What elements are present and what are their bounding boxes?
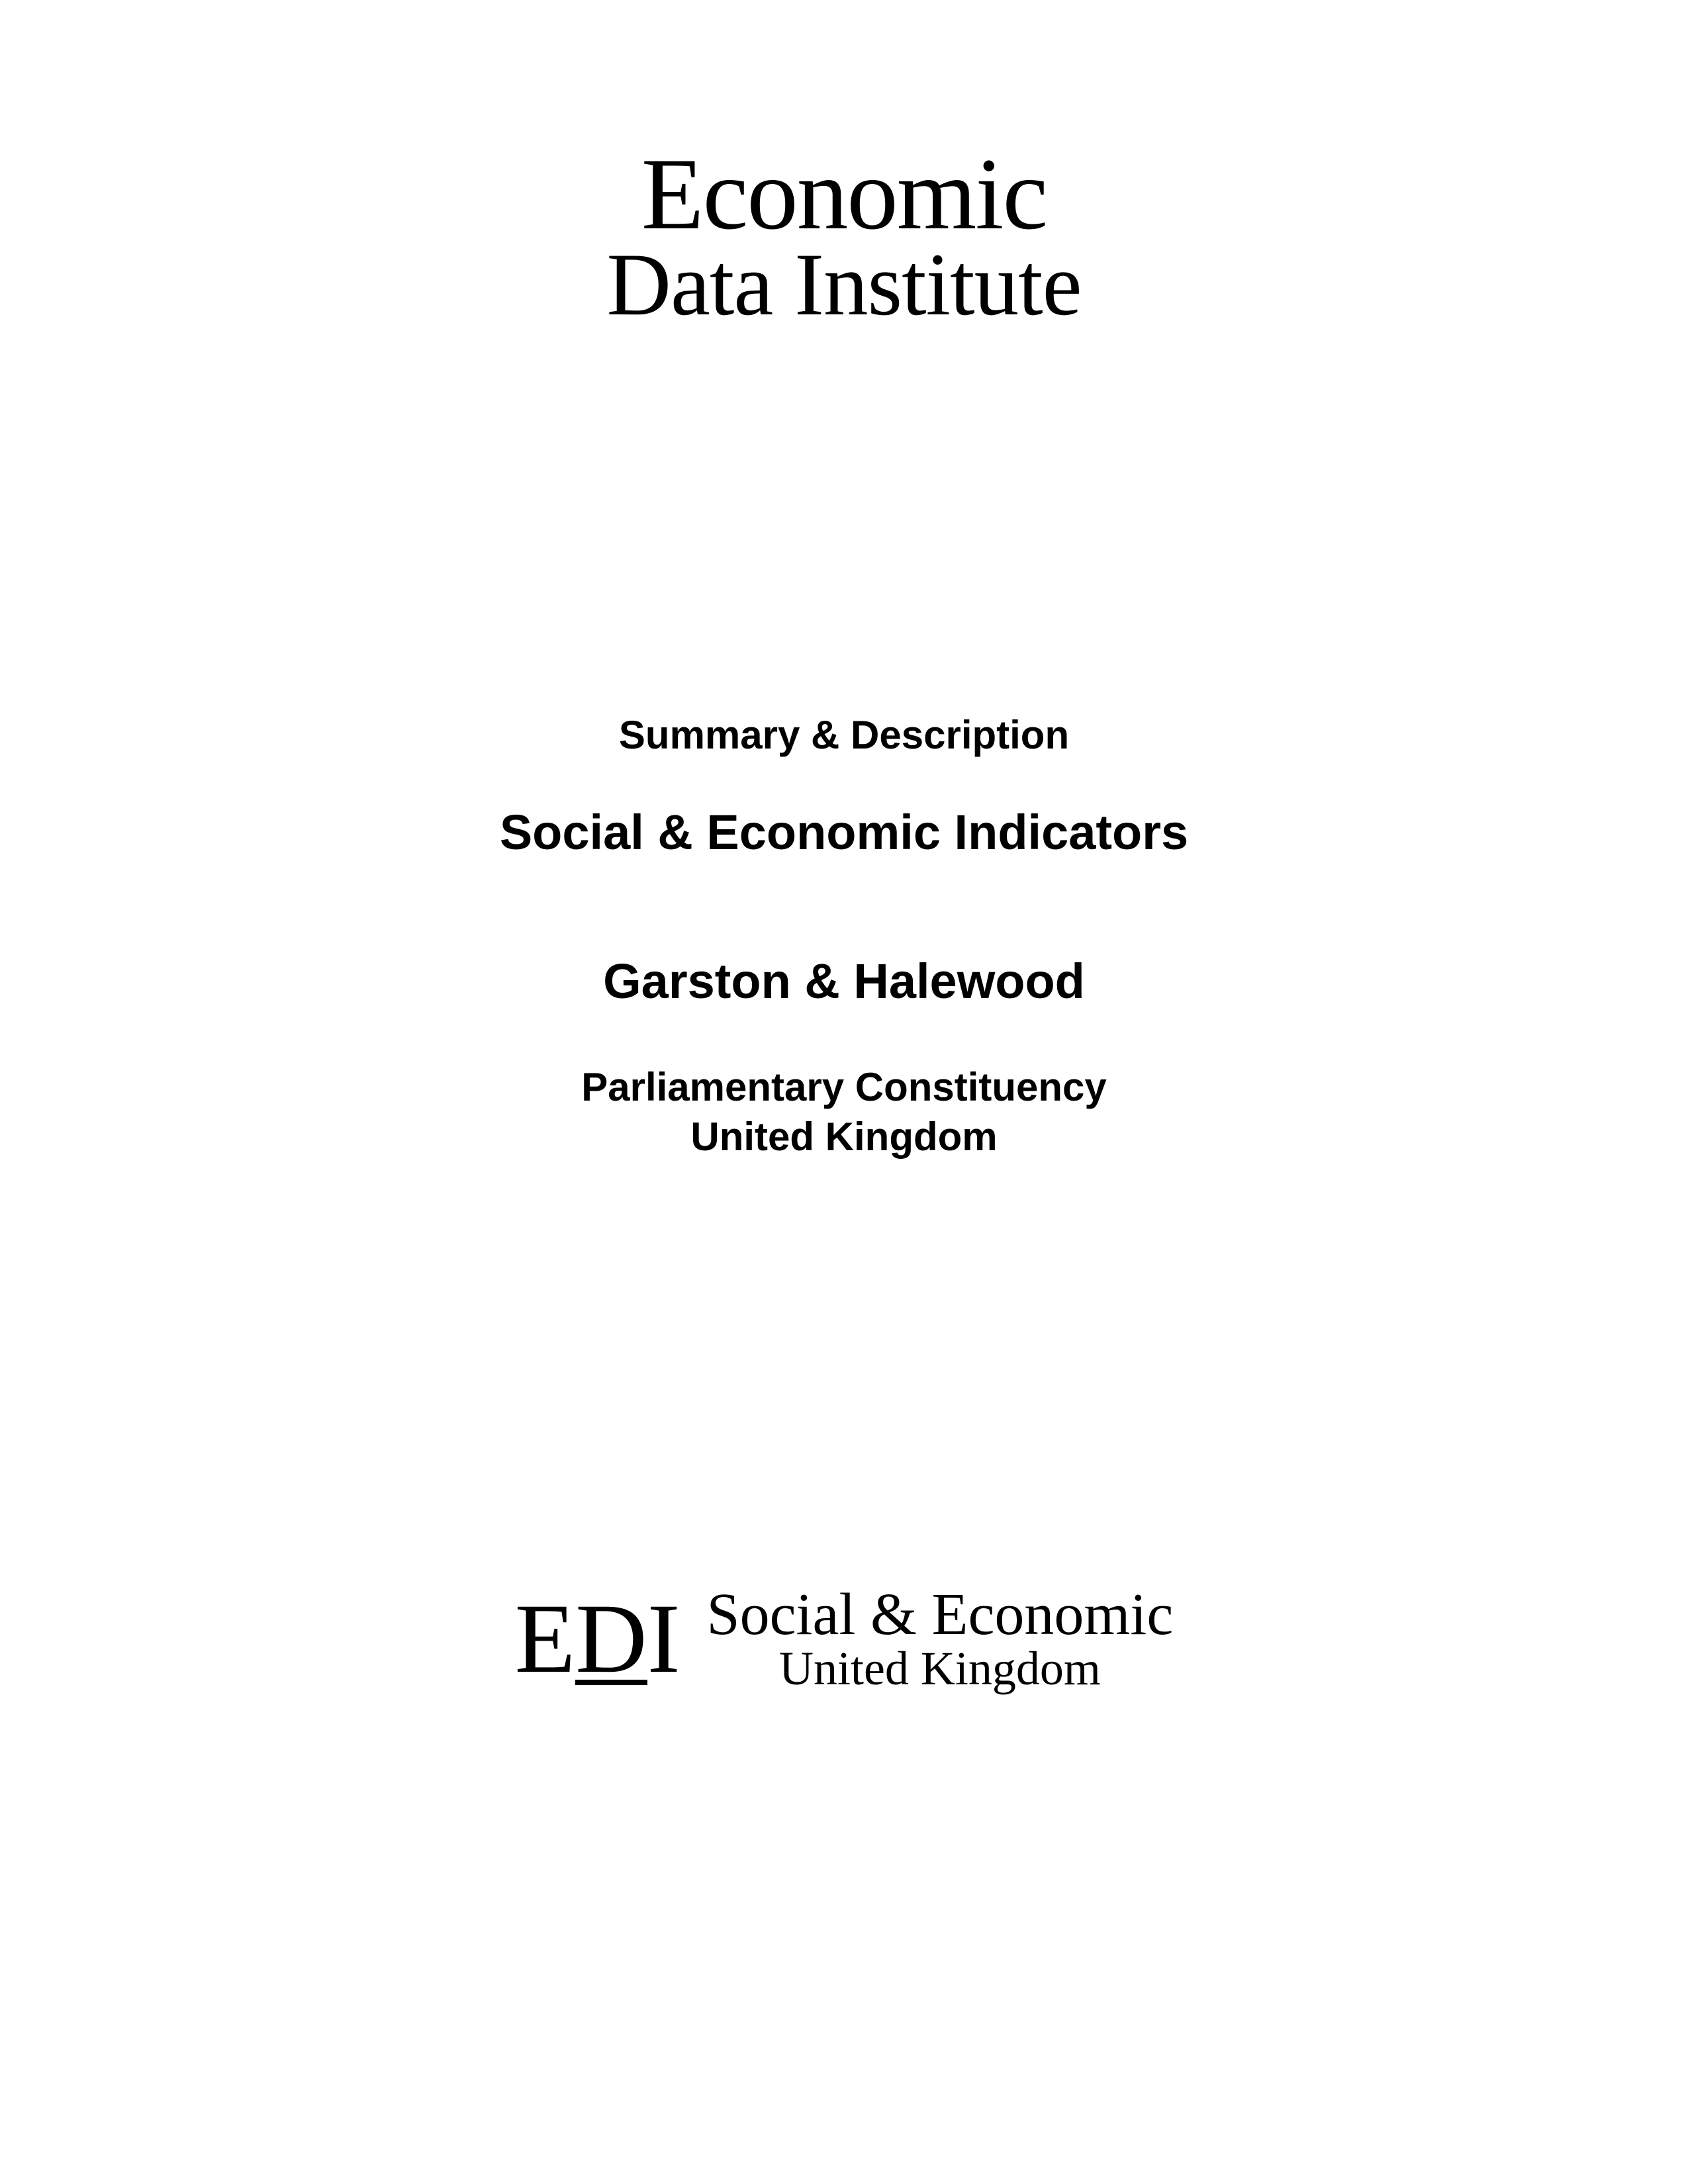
subtitle-block: Parliamentary Constituency United Kingdo… — [500, 1062, 1188, 1161]
subtitle-line2: United Kingdom — [500, 1112, 1188, 1161]
edi-letter-i: I — [647, 1589, 680, 1688]
document-title: Social & Economic Indicators — [500, 804, 1188, 860]
bottom-logo: E D I Social & Economic United Kingdom — [515, 1585, 1174, 1692]
content-block: Summary & Description Social & Economic … — [500, 712, 1188, 1161]
edi-mark: E D I — [515, 1589, 680, 1688]
bottom-logo-line2: United Kingdom — [707, 1645, 1174, 1692]
edi-letter-d: D — [575, 1598, 647, 1685]
top-logo-line2: Data Institute — [606, 243, 1081, 328]
bottom-logo-line1: Social & Economic — [707, 1585, 1174, 1645]
edi-letter-e: E — [515, 1589, 576, 1688]
subtitle-line1: Parliamentary Constituency — [500, 1062, 1188, 1112]
document-page: Economic Data Institute Summary & Descri… — [0, 0, 1688, 2184]
bottom-logo-text: Social & Economic United Kingdom — [707, 1585, 1174, 1692]
top-logo-line1: Economic — [606, 146, 1081, 243]
summary-description: Summary & Description — [500, 712, 1188, 758]
top-logo: Economic Data Institute — [606, 146, 1081, 328]
location-name: Garston & Halewood — [500, 953, 1188, 1009]
